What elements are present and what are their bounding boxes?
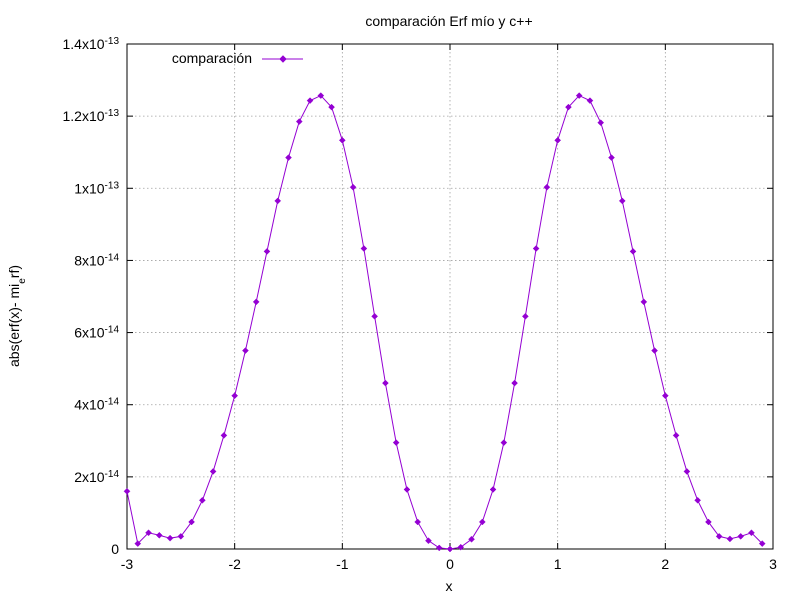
data-point xyxy=(586,97,594,104)
data-point xyxy=(694,496,701,504)
data-point xyxy=(425,537,432,545)
data-point xyxy=(209,468,217,475)
data-point xyxy=(263,248,271,255)
data-point xyxy=(382,379,389,387)
x-tick-label: 0 xyxy=(446,556,454,572)
data-point xyxy=(435,544,443,552)
data-point xyxy=(166,534,174,542)
data-point xyxy=(123,487,131,495)
data-point xyxy=(317,92,325,99)
data-point xyxy=(371,312,378,320)
data-point xyxy=(500,439,508,446)
data-point xyxy=(188,518,195,526)
x-tick-label: 3 xyxy=(769,556,777,572)
data-point xyxy=(414,518,422,526)
y-tick-label: 2x10-14 xyxy=(74,468,119,485)
data-point xyxy=(565,103,572,111)
data-point xyxy=(220,432,228,439)
legend: comparación xyxy=(172,50,303,66)
data-point xyxy=(629,248,637,255)
data-point xyxy=(134,540,142,547)
data-point xyxy=(489,486,497,493)
data-point xyxy=(338,136,346,144)
data-point xyxy=(737,533,745,540)
y-tick-label: 6x10-14 xyxy=(74,324,119,341)
x-axis-ticks: -3 -2 -1 0 1 2 3 xyxy=(121,44,777,572)
chart-title: comparación Erf mío y c++ xyxy=(365,13,532,29)
data-point xyxy=(349,183,357,191)
data-point xyxy=(274,197,282,205)
y-axis-label-part-2: rf) xyxy=(6,265,22,278)
data-point xyxy=(554,136,562,144)
x-axis-label: x xyxy=(446,578,453,594)
data-point xyxy=(457,543,465,551)
series-line xyxy=(126,94,763,550)
data-point xyxy=(446,545,454,553)
y-tick-label: 4x10-14 xyxy=(74,396,119,413)
y-axis-ticks: 0 2x10-14 4x10-14 6x10-14 8x10-14 1x10-13 1.2x… xyxy=(63,36,773,557)
data-point xyxy=(597,119,605,126)
data-point xyxy=(231,392,239,400)
y-tick-label: 1.2x10-13 xyxy=(63,108,120,125)
data-point xyxy=(252,298,260,306)
data-point xyxy=(672,432,680,439)
series-comparacion xyxy=(123,92,766,553)
y-tick-label: 8x10-14 xyxy=(74,252,119,269)
data-point xyxy=(468,535,475,543)
data-point xyxy=(715,533,723,540)
x-tick-label: 1 xyxy=(554,556,562,572)
data-point xyxy=(758,540,766,547)
y-tick-label: 1.4x10-13 xyxy=(63,36,120,53)
grid xyxy=(127,44,773,549)
data-point xyxy=(285,154,292,161)
data-point xyxy=(511,379,518,387)
legend-marker xyxy=(279,55,287,63)
y-tick-label: 1x10-13 xyxy=(74,180,119,197)
data-point xyxy=(726,535,734,543)
data-point xyxy=(155,531,163,539)
data-point xyxy=(683,468,691,475)
data-point xyxy=(145,529,152,537)
data-point xyxy=(306,97,314,104)
x-tick-label: -3 xyxy=(121,556,134,572)
data-point xyxy=(748,529,755,537)
data-point xyxy=(392,439,400,446)
data-point xyxy=(360,245,368,252)
y-axis-label-subscript: e xyxy=(17,278,28,284)
y-axis-label-part-1: abs(erf(x)- mi xyxy=(6,284,22,367)
y-tick-label: 0 xyxy=(111,541,119,557)
data-point xyxy=(242,347,249,354)
data-point xyxy=(575,92,583,99)
data-point xyxy=(640,298,648,306)
data-point xyxy=(661,392,669,400)
data-point xyxy=(543,183,551,191)
data-point xyxy=(651,347,658,354)
legend-label: comparación xyxy=(172,50,252,66)
data-point xyxy=(177,533,185,540)
data-point xyxy=(522,312,529,320)
x-tick-label: -2 xyxy=(228,556,241,572)
data-point xyxy=(328,103,335,111)
data-point xyxy=(403,486,411,493)
data-point xyxy=(199,496,206,504)
data-point xyxy=(532,245,540,252)
x-tick-label: 2 xyxy=(661,556,669,572)
data-point xyxy=(608,154,615,161)
x-tick-label: -1 xyxy=(336,556,349,572)
y-axis-label: abs(erf(x)- mierf) xyxy=(6,265,28,367)
data-point xyxy=(478,518,486,526)
data-point xyxy=(618,197,626,205)
data-point xyxy=(705,518,712,526)
data-point xyxy=(295,118,303,125)
